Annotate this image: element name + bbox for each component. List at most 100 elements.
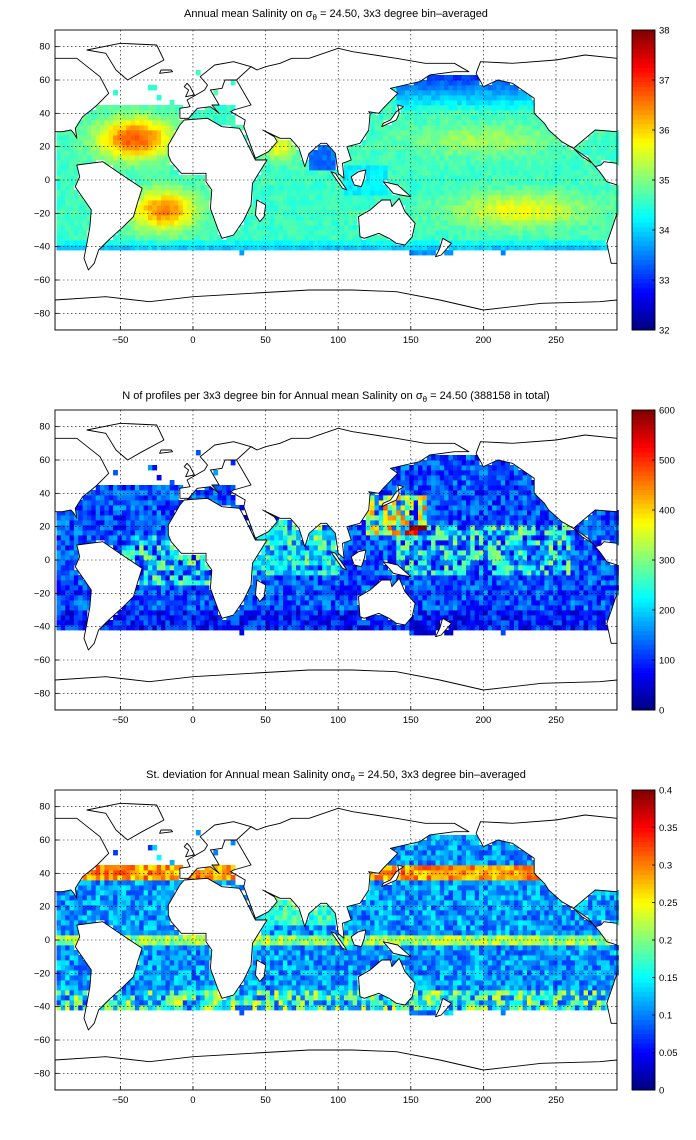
heatmap-cell <box>139 170 144 176</box>
heatmap-cell <box>483 170 489 176</box>
heatmap-cell <box>426 185 432 191</box>
heatmap-cell <box>461 190 467 196</box>
heatmap-cell <box>296 245 301 251</box>
heatmap-cell <box>309 240 314 246</box>
heatmap-cell <box>487 165 493 171</box>
heatmap-cell <box>134 125 140 131</box>
heatmap-cell <box>435 470 441 476</box>
heatmap-cell <box>126 535 131 541</box>
heatmap-cell <box>561 170 567 176</box>
heatmap-cell <box>300 245 306 251</box>
heatmap-cell <box>82 150 88 156</box>
heatmap-cell <box>147 145 153 151</box>
heatmap-cell <box>217 115 223 121</box>
heatmap-cell <box>557 140 563 146</box>
heatmap-cell <box>466 145 471 151</box>
heatmap-cell <box>461 185 467 191</box>
heatmap-cell <box>383 515 388 521</box>
heatmap-cell <box>326 570 332 576</box>
heatmap-cell <box>222 115 227 121</box>
heatmap-cell <box>274 550 280 556</box>
heatmap-cell <box>287 540 293 546</box>
heatmap-cell <box>448 515 454 521</box>
colorbar-step <box>632 212 655 218</box>
heatmap-cell <box>418 80 423 86</box>
coastline-shape <box>55 289 617 330</box>
heatmap-cell <box>444 595 449 601</box>
heatmap-cell <box>400 85 406 91</box>
heatmap-cell <box>509 105 515 111</box>
heatmap-cell <box>313 575 319 581</box>
heatmap-cell <box>326 605 332 611</box>
heatmap-cell <box>265 575 271 581</box>
heatmap-cell <box>405 200 410 206</box>
heatmap-cell <box>300 575 306 581</box>
heatmap-cell <box>86 110 92 116</box>
heatmap-cell <box>317 565 323 571</box>
heatmap-cell <box>466 210 471 216</box>
heatmap-cell <box>439 595 445 601</box>
heatmap-cell <box>470 130 476 136</box>
heatmap-cell <box>182 180 188 186</box>
heatmap-cell <box>169 125 175 131</box>
heatmap-cell <box>439 215 445 221</box>
heatmap-cell <box>82 595 88 601</box>
heatmap-cell <box>527 155 532 161</box>
heatmap-cell <box>378 615 384 621</box>
heatmap-cell <box>291 525 297 531</box>
heatmap-cell <box>269 150 275 156</box>
heatmap-cell <box>548 240 554 246</box>
heatmap-cell <box>409 145 415 151</box>
heatmap-cell <box>104 240 110 246</box>
heatmap-cell <box>418 160 423 166</box>
heatmap-cell <box>418 530 423 536</box>
heatmap-cell <box>426 560 432 566</box>
heatmap-cell <box>217 105 223 111</box>
heatmap-cell <box>217 245 223 251</box>
heatmap-cell <box>553 145 558 151</box>
heatmap-cell <box>583 170 589 176</box>
heatmap-cell <box>65 155 70 161</box>
heatmap-cell <box>522 115 528 121</box>
heatmap-cell <box>208 495 214 501</box>
heatmap-cell <box>544 225 550 231</box>
heatmap-cell <box>239 625 245 631</box>
heatmap-cell <box>322 555 327 561</box>
heatmap-cell <box>439 140 445 146</box>
heatmap-cell <box>566 210 571 216</box>
colorbar-step <box>632 203 655 209</box>
heatmap-cell <box>335 180 341 186</box>
heatmap-cell <box>370 120 375 126</box>
heatmap-cell <box>73 545 79 551</box>
heatmap-cell <box>69 545 75 551</box>
heatmap-cell <box>448 220 454 226</box>
heatmap-cell <box>365 550 371 556</box>
heatmap-cell <box>544 235 550 241</box>
heatmap-cell <box>169 505 175 511</box>
heatmap-cell <box>69 185 75 191</box>
colorbar-step <box>632 208 655 214</box>
heatmap-cell <box>274 155 280 161</box>
heatmap-cell <box>130 135 136 141</box>
heatmap-cell <box>365 205 371 211</box>
heatmap-cell <box>383 150 388 156</box>
heatmap-cell <box>174 625 179 631</box>
heatmap-cell <box>378 540 384 546</box>
heatmap-cell <box>457 135 463 141</box>
heatmap-cell <box>548 200 554 206</box>
heatmap-cell <box>500 140 506 146</box>
heatmap-cell <box>317 150 323 156</box>
heatmap-cell <box>265 240 271 246</box>
heatmap-cell <box>391 550 397 556</box>
heatmap-cell <box>496 115 502 121</box>
heatmap-cell <box>291 610 297 616</box>
heatmap-cell <box>156 575 162 581</box>
heatmap-cell <box>378 560 384 566</box>
heatmap-cell <box>252 180 258 186</box>
heatmap-cell <box>156 180 162 186</box>
heatmap-cell <box>291 620 297 626</box>
heatmap-cell <box>147 490 153 496</box>
heatmap-cell <box>509 170 515 176</box>
heatmap-cell <box>500 100 506 106</box>
heatmap-cell <box>161 550 166 556</box>
